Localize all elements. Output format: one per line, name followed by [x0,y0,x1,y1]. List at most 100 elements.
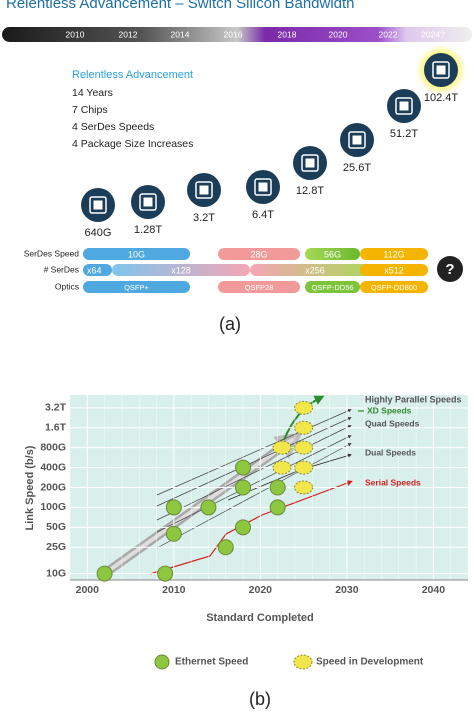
legend-label: Speed in Development [316,657,424,668]
legend-label: Ethernet Speed [175,657,248,668]
timeline-year: 2024? [421,29,445,39]
speed-point [217,539,234,556]
chip-core [305,158,315,168]
chip-core [352,135,362,145]
row-bar-label: 112G [383,249,404,259]
dev-point [294,440,314,455]
chip-label: 1.28T [134,224,162,236]
row-bar [83,248,190,260]
row-bar-label: 56G [324,249,341,259]
caption: (b) [249,689,271,709]
timeline-year: 2014 [171,29,190,39]
speed-point [157,565,174,582]
row-bar [112,264,250,276]
speed-point [269,479,286,496]
row-bar [83,264,112,276]
y-tick-label: 800G [40,441,66,453]
annotation: Quad Speeds [365,418,420,428]
x-tick-label: 2040 [422,584,446,596]
legend-swatch [154,654,170,670]
speed-point [235,459,252,476]
y-tick-label: 100G [40,501,66,513]
x-tick-label: 2010 [162,584,186,596]
chip-label: 640G [85,227,112,239]
caption: (a) [219,314,241,334]
chip-label: 3.2T [193,212,215,224]
chip-label: 6.4T [252,209,274,221]
dev-point [294,400,314,415]
y-tick-label: 400G [40,461,66,473]
row-bar [360,264,428,276]
row-label: SerDes Speed [24,248,80,258]
chip-label: 51.2T [390,128,418,140]
trend-line [149,480,353,575]
chip-core [258,182,268,192]
row-label: Optics [55,281,79,291]
timeline-year: 2010 [66,29,85,39]
chip-core [436,65,446,75]
y-tick-label: 25G [46,541,66,553]
speed-point [200,499,217,516]
x-axis-label: Standard Completed [206,612,314,624]
unknown-badge [437,256,463,282]
info-line: 14 Years [72,87,113,99]
timeline-year: 2020 [329,29,348,39]
info-line: 7 Chips [72,104,108,116]
info-line: 4 Package Size Increases [72,138,193,150]
timeline-year: 2022 [379,29,398,39]
speed-point [96,565,113,582]
row-bar [360,281,428,293]
trend-line [156,409,352,496]
chip-die [395,97,413,115]
chip-die [139,193,157,211]
x-tick-label: 2030 [335,584,359,596]
y-tick-label: 50G [46,521,66,533]
chip-die [301,154,319,172]
row-bar-label: x512 [384,265,404,275]
chip-die [254,178,272,196]
dev-point [272,440,292,455]
dev-point [294,420,314,435]
speed-point [235,479,252,496]
chip-die [432,61,450,79]
chip-label: 25.6T [343,162,371,174]
timeline-year: 2016 [224,29,243,39]
trend-line [156,435,352,533]
chip-label: 12.8T [296,185,324,197]
row-bar-label: QSFP-DD800 [371,283,417,292]
chip-core [93,200,103,210]
chip-die [89,196,107,214]
y-axis-label: Link Speed (b/s) [24,445,36,530]
speed-point [269,499,286,516]
chip-core [143,197,153,207]
timeline-year: 2012 [119,29,138,39]
chip-die [195,181,213,199]
row-bar-label: QSFP28 [245,283,274,292]
info-heading: Relentless Advancement [72,69,193,81]
speed-point [235,519,252,536]
annotation: Highly Parallel Speeds [365,394,462,404]
y-tick-label: 10G [46,567,66,579]
y-tick-label: 1.6T [45,422,67,434]
speed-point [165,499,182,516]
row-bar-label: 28G [250,249,267,259]
timeline [2,27,472,42]
unknown-text: ? [445,261,454,278]
chip-die [348,131,366,149]
trend-line [156,417,352,507]
row-bar [83,281,190,293]
timeline-year: 2018 [278,29,297,39]
chip-label: 102.4T [424,92,459,104]
row-bar-label: QSFP+ [124,283,149,292]
row-label: # SerDes [44,264,79,274]
row-bar-label: QSFP-DD56 [311,283,353,292]
row-bar-label: x128 [171,265,191,275]
dev-point [272,460,292,475]
annotation: Serial Speeds [365,477,421,487]
row-bar [218,281,300,293]
y-tick-label: 3.2T [45,402,67,414]
y-tick-label: 200G [40,481,66,493]
annotation: Dual Speeds [365,447,416,457]
row-bar [250,264,380,276]
